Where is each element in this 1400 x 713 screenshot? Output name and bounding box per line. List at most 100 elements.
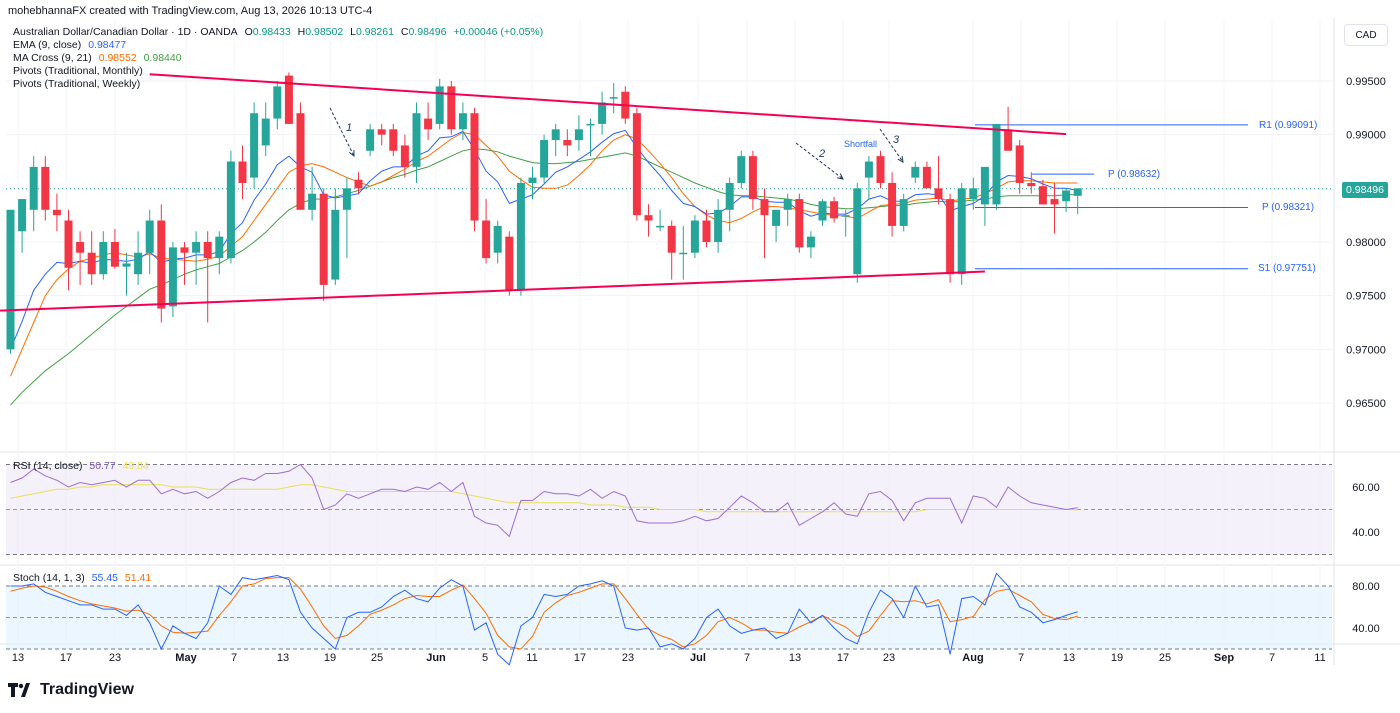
wave3-label: 3 bbox=[893, 134, 900, 146]
candle-body bbox=[853, 188, 862, 275]
price-tick-label: 0.96500 bbox=[1346, 398, 1386, 410]
time-tick-label: 13 bbox=[789, 652, 801, 664]
ma-cross-legend[interactable]: MA Cross (9, 21) 0.98552 0.98440 bbox=[13, 52, 182, 64]
candle-body bbox=[957, 188, 966, 275]
ma-cross-value2: 0.98440 bbox=[143, 52, 182, 64]
last-price-label: 0.98496 bbox=[1342, 182, 1388, 198]
candle-body bbox=[644, 215, 653, 221]
candle-body bbox=[18, 199, 27, 232]
candle-body bbox=[157, 220, 166, 309]
candle-body bbox=[435, 86, 444, 124]
tradingview-logo-icon bbox=[8, 683, 30, 697]
candle-body bbox=[911, 166, 920, 178]
candle-body bbox=[296, 113, 305, 210]
time-tick-label: 7 bbox=[1018, 652, 1024, 664]
candle-body bbox=[180, 247, 189, 253]
candle-body bbox=[772, 209, 781, 226]
tradingview-logo[interactable]: TradingView bbox=[8, 681, 134, 699]
candle-body bbox=[238, 161, 247, 183]
candle-body bbox=[354, 179, 363, 189]
time-tick-label: 19 bbox=[324, 652, 336, 664]
currency-button[interactable]: CAD bbox=[1344, 24, 1388, 46]
candle-body bbox=[64, 220, 73, 268]
time-tick-label: 5 bbox=[482, 652, 488, 664]
candle-body bbox=[656, 225, 665, 228]
candle-body bbox=[458, 113, 467, 130]
pivots-weekly-legend[interactable]: Pivots (Traditional, Weekly) bbox=[13, 78, 141, 90]
price-tick-label: 0.98000 bbox=[1346, 237, 1386, 249]
candle-body bbox=[598, 102, 607, 124]
candle-body bbox=[76, 242, 85, 253]
stoch-k-line bbox=[10, 572, 1078, 666]
candle-body bbox=[261, 118, 270, 146]
rsi-tick-label: 60.00 bbox=[1352, 482, 1380, 494]
candle-body bbox=[505, 236, 514, 291]
candle-body bbox=[563, 140, 572, 146]
ohlc-high: H0.98502 bbox=[297, 26, 344, 38]
candle-body bbox=[795, 199, 804, 248]
candle-body bbox=[1015, 145, 1024, 183]
stoch-tick-label: 80.00 bbox=[1352, 581, 1380, 593]
candle-body bbox=[516, 182, 525, 291]
time-tick-label: Jul bbox=[690, 652, 706, 664]
candle-body bbox=[122, 263, 131, 267]
candle-body bbox=[400, 145, 409, 167]
time-tick-label: 13 bbox=[12, 652, 24, 664]
candle-body bbox=[888, 182, 897, 226]
candle-body bbox=[899, 199, 908, 226]
candle-body bbox=[110, 242, 119, 267]
time-tick-label: 25 bbox=[1159, 652, 1171, 664]
time-tick-label: Jun bbox=[426, 652, 446, 664]
candle-body bbox=[818, 201, 827, 221]
time-tick-label: 25 bbox=[371, 652, 383, 664]
pivots-monthly-legend[interactable]: Pivots (Traditional, Monthly) bbox=[13, 65, 143, 77]
pivot-s1-label: S1 (0.97751) bbox=[1258, 263, 1316, 274]
candle-body bbox=[864, 161, 873, 178]
ohlc-close: C0.98496 bbox=[400, 26, 447, 38]
ma-cross-value1: 0.98552 bbox=[98, 52, 137, 64]
pivot-p-weekly-label: P (0.98632) bbox=[1108, 169, 1161, 180]
candle-body bbox=[99, 242, 108, 275]
candle-body bbox=[41, 166, 50, 210]
time-tick-label: 23 bbox=[883, 652, 895, 664]
candle-body bbox=[632, 113, 641, 216]
price-tick-label: 0.97500 bbox=[1346, 291, 1386, 303]
candle-body bbox=[1038, 186, 1047, 205]
wave3-arrow-head bbox=[897, 155, 904, 163]
candle-body bbox=[1050, 199, 1059, 205]
shortfall-label: Shortfall bbox=[844, 139, 877, 149]
stoch-value1: 55.45 bbox=[91, 572, 118, 584]
candle-body bbox=[934, 188, 943, 200]
candle-body bbox=[922, 166, 931, 189]
ohlc-low: L0.98261 bbox=[350, 26, 394, 38]
price-tick-label: 0.99000 bbox=[1346, 130, 1386, 142]
candle-body bbox=[203, 242, 212, 259]
candle-body bbox=[748, 156, 757, 200]
lower-trendline bbox=[0, 270, 985, 312]
time-tick-label: 23 bbox=[622, 652, 634, 664]
candle-body bbox=[319, 193, 328, 285]
candle-body bbox=[714, 209, 723, 242]
candle-body bbox=[192, 242, 201, 253]
time-tick-label: Sep bbox=[1214, 652, 1234, 664]
tradingview-logo-text: TradingView bbox=[40, 681, 134, 698]
candle-body bbox=[87, 252, 96, 275]
rsi-ma-line bbox=[10, 484, 1078, 513]
price-change: +0.00046 (+0.05%) bbox=[453, 26, 544, 38]
candle-body bbox=[992, 123, 1001, 205]
time-tick-label: 13 bbox=[1063, 652, 1075, 664]
candle-body bbox=[470, 113, 479, 221]
time-tick-label: 7 bbox=[231, 652, 237, 664]
candle-body bbox=[226, 161, 235, 259]
pivot-p-monthly-label: P (0.98321) bbox=[1262, 202, 1315, 213]
rsi-legend[interactable]: RSI (14, close) 50.77 49.84 bbox=[13, 460, 149, 472]
candle-body bbox=[969, 188, 978, 200]
candle-body bbox=[667, 225, 676, 253]
stoch-legend[interactable]: Stoch (14, 1, 3) 55.45 51.41 bbox=[13, 572, 152, 584]
ema-legend[interactable]: EMA (9, close) 0.98477 bbox=[13, 39, 127, 51]
candle-body bbox=[29, 166, 38, 210]
time-tick-label: 17 bbox=[574, 652, 586, 664]
candle-body bbox=[690, 220, 699, 253]
candle-body bbox=[366, 129, 375, 151]
